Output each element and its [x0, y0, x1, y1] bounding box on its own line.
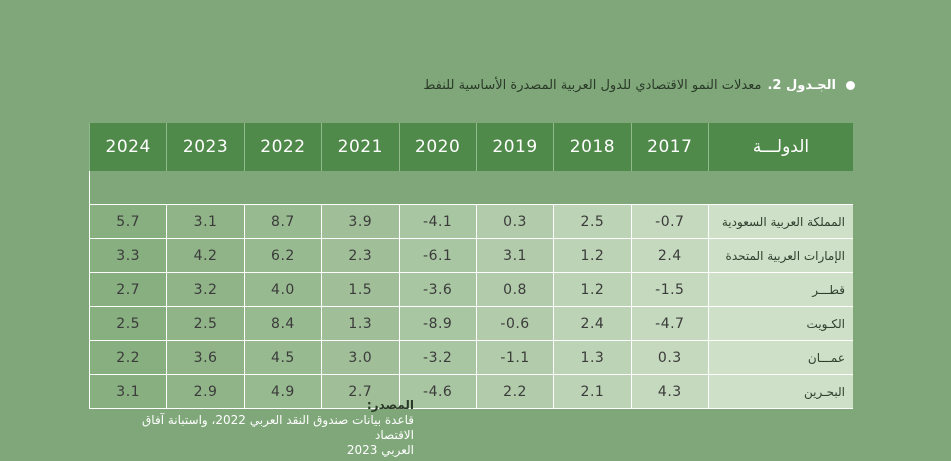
value-cell: 5.7 [88, 204, 167, 239]
source-note: المصدر: قاعدة بيانات صندوق النقد العربي … [114, 398, 414, 458]
value-cell: 3.3 [88, 238, 167, 273]
value-cell: 1.3 [321, 306, 399, 341]
value-cell: 2.2 [88, 340, 167, 375]
value-cell: 2.4 [553, 306, 632, 341]
table-row: البحـرين 4.3 2.1 2.2 4.6- 2.7 4.9 2.9 3.… [88, 374, 853, 409]
value-cell: 0.6- [475, 306, 554, 341]
value-cell: 3.1 [166, 204, 245, 239]
value-cell: 1.2 [553, 272, 632, 307]
value-cell: 3.9 [321, 204, 399, 239]
value-cell: 2.7 [88, 272, 167, 307]
value-cell: 3.1 [475, 238, 554, 273]
growth-rates-table: الدولـــة 2017 2018 2019 2020 2021 2022 … [88, 123, 853, 409]
source-label: المصدر: [366, 398, 414, 412]
source-text-line2: العربي 2023 [346, 443, 414, 457]
bullet-icon [846, 81, 855, 90]
value-cell: 0.7- [630, 204, 709, 239]
column-header-year: 2020 [398, 123, 477, 171]
value-cell: 0.3 [475, 204, 554, 239]
column-header-year: 2024 [88, 123, 167, 171]
table-row: الإمارات العربية المتحدة 2.4 1.2 3.1 6.1… [88, 238, 853, 273]
value-cell: 2.5 [166, 306, 245, 341]
value-cell: 6.2 [243, 238, 322, 273]
value-cell: 4.0 [243, 272, 322, 307]
country-cell: قطـــر [708, 272, 853, 307]
value-cell: 2.5 [553, 204, 632, 239]
country-cell: المملكة العربية السعودية [708, 204, 853, 239]
value-cell: 2.3 [321, 238, 399, 273]
value-cell: 3.1 [88, 374, 167, 409]
value-cell: 2.5 [88, 306, 167, 341]
value-cell: 1.1- [475, 340, 554, 375]
table-row: الكـويت 4.7- 2.4 0.6- 8.9- 1.3 8.4 2.5 2… [88, 306, 853, 341]
value-cell: 1.5- [630, 272, 709, 307]
column-header-country: الدولـــة [708, 123, 853, 171]
table-row: المملكة العربية السعودية 0.7- 2.5 0.3 4.… [88, 204, 853, 239]
value-cell: 2.2 [475, 374, 554, 409]
value-cell: 2.7 [321, 374, 399, 409]
value-cell: 1.3 [553, 340, 632, 375]
value-cell: 0.3 [630, 340, 709, 375]
value-cell: 2.9 [166, 374, 245, 409]
table-caption-label: الجـدول 2. [767, 78, 836, 93]
value-cell: 0.8 [475, 272, 554, 307]
value-cell: 3.2 [166, 272, 245, 307]
value-cell: 6.1- [398, 238, 477, 273]
value-cell: 3.2- [398, 340, 477, 375]
table-caption-text: معدلات النمو الاقتصادي للدول العربية الم… [423, 78, 762, 93]
value-cell: 4.3 [630, 374, 709, 409]
value-cell: 1.5 [321, 272, 399, 307]
country-cell: الكـويت [708, 306, 853, 341]
value-cell: 8.9- [398, 306, 477, 341]
column-header-year: 2018 [553, 123, 632, 171]
value-cell: 2.4 [630, 238, 709, 273]
value-cell: 3.0 [321, 340, 399, 375]
table-caption: الجـدول 2. معدلات النمو الاقتصادي للدول … [423, 78, 855, 93]
value-cell: 4.9 [243, 374, 322, 409]
value-cell: 4.7- [630, 306, 709, 341]
column-header-year: 2019 [475, 123, 554, 171]
value-cell: 4.6- [398, 374, 477, 409]
value-cell: 2.1 [553, 374, 632, 409]
source-text-line1: قاعدة بيانات صندوق النقد العربي 2022، وا… [141, 413, 414, 442]
country-cell: الإمارات العربية المتحدة [708, 238, 853, 273]
column-header-year: 2017 [630, 123, 709, 171]
column-header-year: 2023 [166, 123, 245, 171]
value-cell: 4.1- [398, 204, 477, 239]
country-cell: عمـــان [708, 340, 853, 375]
value-cell: 8.7 [243, 204, 322, 239]
value-cell: 4.5 [243, 340, 322, 375]
value-cell: 3.6 [166, 340, 245, 375]
column-header-year: 2021 [321, 123, 399, 171]
table-header-row: الدولـــة 2017 2018 2019 2020 2021 2022 … [88, 123, 853, 171]
value-cell: 8.4 [243, 306, 322, 341]
value-cell: 3.6- [398, 272, 477, 307]
table-row: عمـــان 0.3 1.3 1.1- 3.2- 3.0 4.5 3.6 2.… [88, 340, 853, 375]
country-cell: البحـرين [708, 374, 853, 409]
column-header-year: 2022 [243, 123, 322, 171]
table-row: قطـــر 1.5- 1.2 0.8 3.6- 1.5 4.0 3.2 2.7 [88, 272, 853, 307]
value-cell: 4.2 [166, 238, 245, 273]
value-cell: 1.2 [553, 238, 632, 273]
